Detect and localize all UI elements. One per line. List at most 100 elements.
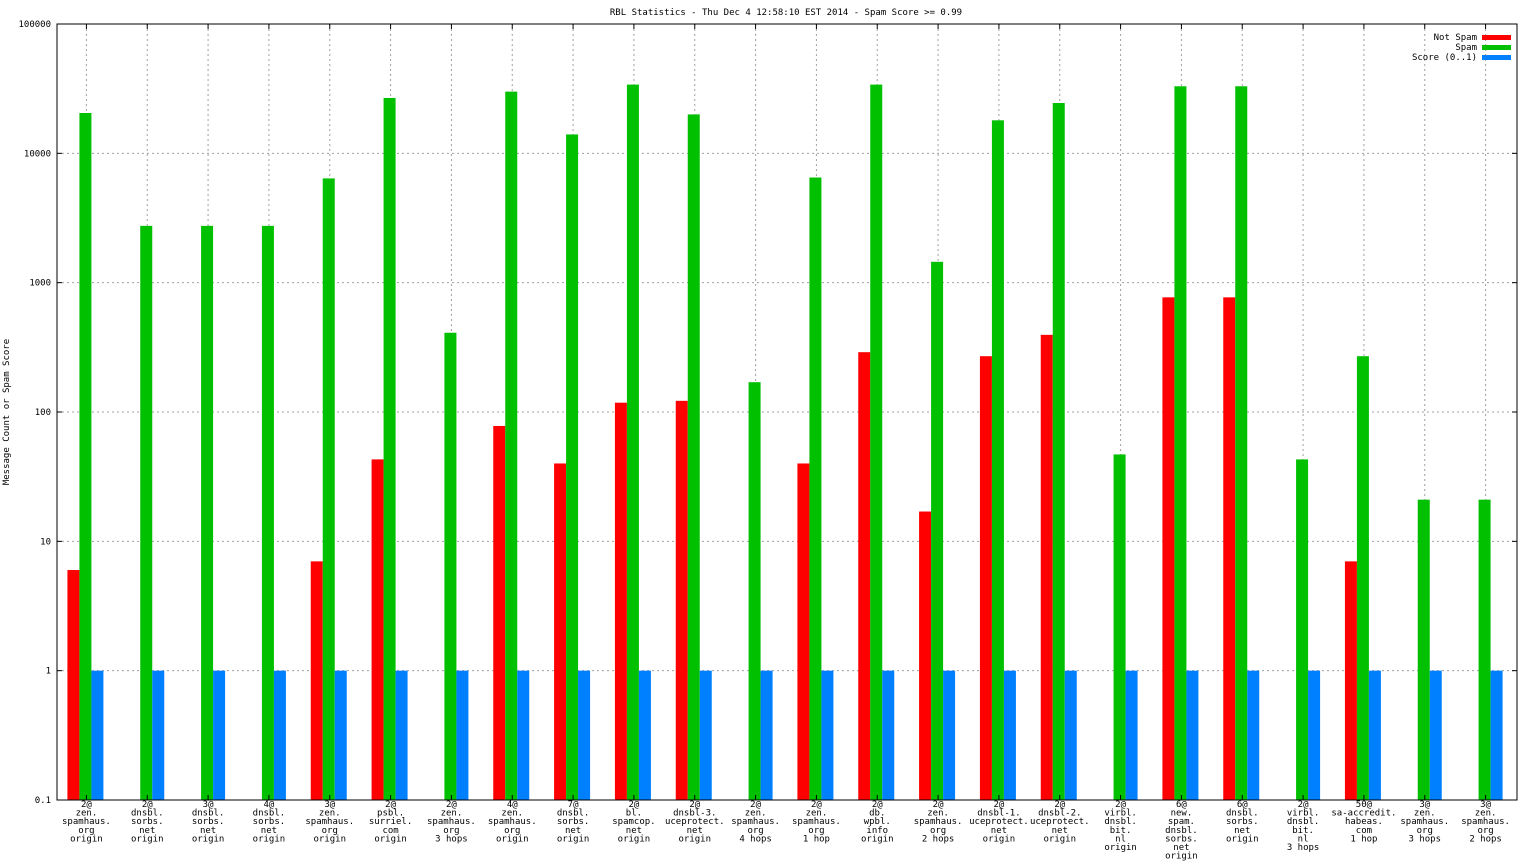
x-tick-label: 3@ zen. spamhaus. org 3 hops bbox=[1400, 800, 1449, 844]
y-axis-ticks: 0.1 1 10 100 1000 10000 100000 bbox=[18, 20, 1517, 806]
legend-label: Not Spam bbox=[1434, 33, 1477, 43]
chart-title: RBL Statistics - Thu Dec 4 12:58:10 EST … bbox=[610, 8, 962, 18]
bar-spam bbox=[1113, 454, 1126, 800]
legend-swatch bbox=[1482, 45, 1511, 50]
bar-score-0-1 bbox=[1368, 670, 1381, 800]
y-tick-label: 0.1 bbox=[35, 796, 51, 806]
bar-spam bbox=[566, 134, 579, 801]
bar-spam bbox=[1235, 86, 1248, 800]
x-tick-label: 2@ zen. spamhaus. org 1 hop bbox=[792, 800, 841, 844]
bar-spam bbox=[1296, 459, 1309, 800]
x-tick-label: 2@ dnsbl-2. uceprotect. net origin bbox=[1030, 800, 1090, 844]
y-axis-label: Message Count or Spam Score bbox=[2, 339, 12, 485]
x-tick-label: 6@ dnsbl. sorbs. net origin bbox=[1226, 800, 1259, 844]
bar-spam bbox=[991, 120, 1004, 800]
legend-label: Score (0..1) bbox=[1412, 53, 1477, 63]
bar-spam bbox=[322, 178, 335, 800]
x-tick-label: 50@ sa-accredit. habeas. com 1 hop bbox=[1331, 800, 1396, 844]
x-tick-label: 2@ virbl. dnsbl. bit. nl 3 hops bbox=[1287, 800, 1320, 853]
bar-spam bbox=[505, 91, 518, 800]
bar-not-spam bbox=[675, 400, 688, 800]
x-tick-label: 2@ bl. spamcop. net origin bbox=[612, 800, 655, 844]
bar-spam bbox=[1356, 356, 1369, 800]
bar-score-0-1 bbox=[882, 670, 895, 800]
x-tick-label: 6@ new. spam. dnsbl. sorbs. net origin bbox=[1165, 800, 1198, 862]
bar-not-spam bbox=[1344, 561, 1357, 800]
y-tick-label: 10 bbox=[40, 537, 51, 547]
bar-score-0-1 bbox=[213, 670, 226, 800]
bar-score-0-1 bbox=[1125, 670, 1138, 800]
x-tick-label: 3@ zen. spamhaus. org 2 hops bbox=[1461, 800, 1510, 844]
bar-spam bbox=[870, 84, 883, 800]
bar-not-spam bbox=[1040, 334, 1053, 800]
bar-not-spam bbox=[67, 570, 80, 800]
bar-score-0-1 bbox=[578, 670, 591, 800]
y-tick-label: 100000 bbox=[18, 20, 51, 30]
bar-score-0-1 bbox=[1490, 670, 1503, 800]
bar-spam bbox=[1478, 499, 1491, 800]
bar-spam bbox=[383, 97, 396, 800]
x-tick-label: 7@ dnsbl. sorbs. net origin bbox=[557, 800, 590, 844]
bar-spam bbox=[626, 84, 639, 800]
x-tick-label: 2@ virbl. dnsbl. bit. nl origin bbox=[1104, 800, 1137, 853]
x-tick-label: 2@ dnsbl. sorbs. net origin bbox=[131, 800, 164, 844]
x-tick-label: 2@ dnsbl-1. uceprotect. net origin bbox=[969, 800, 1029, 844]
bar-score-0-1 bbox=[517, 670, 530, 800]
x-tick-label: 3@ zen. spamhaus. org origin bbox=[305, 800, 354, 844]
bar-spam bbox=[931, 261, 944, 801]
y-tick-label: 10000 bbox=[24, 149, 51, 159]
bar-spam bbox=[809, 177, 822, 800]
legend-swatch bbox=[1482, 35, 1511, 40]
x-tick-label: 2@ psbl. surriel. com origin bbox=[369, 800, 412, 844]
bar-spam bbox=[79, 113, 92, 800]
bar-score-0-1 bbox=[334, 670, 347, 800]
bar-not-spam bbox=[371, 459, 384, 800]
bar-spam bbox=[1174, 86, 1187, 800]
bar-spam bbox=[1052, 103, 1065, 800]
x-tick-label: 3@ dnsbl. sorbs. net origin bbox=[192, 800, 225, 844]
bar-score-0-1 bbox=[273, 670, 286, 800]
bar-not-spam bbox=[979, 356, 992, 800]
x-tick-label: 4@ zen. spamhaus. org origin bbox=[488, 800, 537, 844]
bar-not-spam bbox=[797, 463, 810, 800]
bar-score-0-1 bbox=[456, 670, 469, 800]
legend-swatch bbox=[1482, 55, 1511, 60]
bar-spam bbox=[687, 114, 700, 800]
bar-score-0-1 bbox=[1186, 670, 1199, 800]
bar-score-0-1 bbox=[395, 670, 408, 800]
bar-not-spam bbox=[493, 425, 506, 800]
x-tick-label: 4@ dnsbl. sorbs. net origin bbox=[253, 800, 286, 844]
x-tick-label: 2@ zen. spamhaus. org 2 hops bbox=[914, 800, 963, 844]
bar-score-0-1 bbox=[943, 670, 956, 800]
bar-score-0-1 bbox=[1429, 670, 1442, 800]
bar-not-spam bbox=[1162, 297, 1175, 800]
bar-not-spam bbox=[554, 463, 567, 800]
bar-score-0-1 bbox=[1003, 670, 1016, 800]
x-tick-label: 2@ zen. spamhaus. org 3 hops bbox=[427, 800, 476, 844]
bars bbox=[67, 84, 1503, 801]
bar-spam bbox=[1417, 499, 1430, 800]
bar-spam bbox=[140, 225, 153, 800]
bar-score-0-1 bbox=[91, 670, 104, 800]
y-tick-label: 100 bbox=[35, 408, 51, 418]
bar-score-0-1 bbox=[152, 670, 165, 800]
bar-not-spam bbox=[1223, 297, 1236, 800]
bar-score-0-1 bbox=[1308, 670, 1321, 800]
bar-spam bbox=[748, 382, 761, 800]
x-tick-label: 2@ dnsbl-3. uceprotect. net origin bbox=[665, 800, 725, 844]
bar-spam bbox=[201, 225, 214, 800]
bar-score-0-1 bbox=[1064, 670, 1077, 800]
y-tick-label: 1 bbox=[46, 667, 51, 677]
bar-not-spam bbox=[310, 561, 323, 800]
bar-spam bbox=[444, 332, 457, 800]
bar-score-0-1 bbox=[699, 670, 712, 800]
y-tick-label: 1000 bbox=[29, 279, 51, 289]
x-tick-label: 2@ zen. spamhaus. org origin bbox=[62, 800, 111, 844]
bar-score-0-1 bbox=[821, 670, 834, 800]
x-tick-label: 2@ zen. spamhaus. org 4 hops bbox=[731, 800, 780, 844]
bar-not-spam bbox=[614, 402, 627, 800]
bar-not-spam bbox=[858, 352, 871, 800]
x-tick-label: 2@ db. wpbl. info origin bbox=[861, 800, 894, 844]
